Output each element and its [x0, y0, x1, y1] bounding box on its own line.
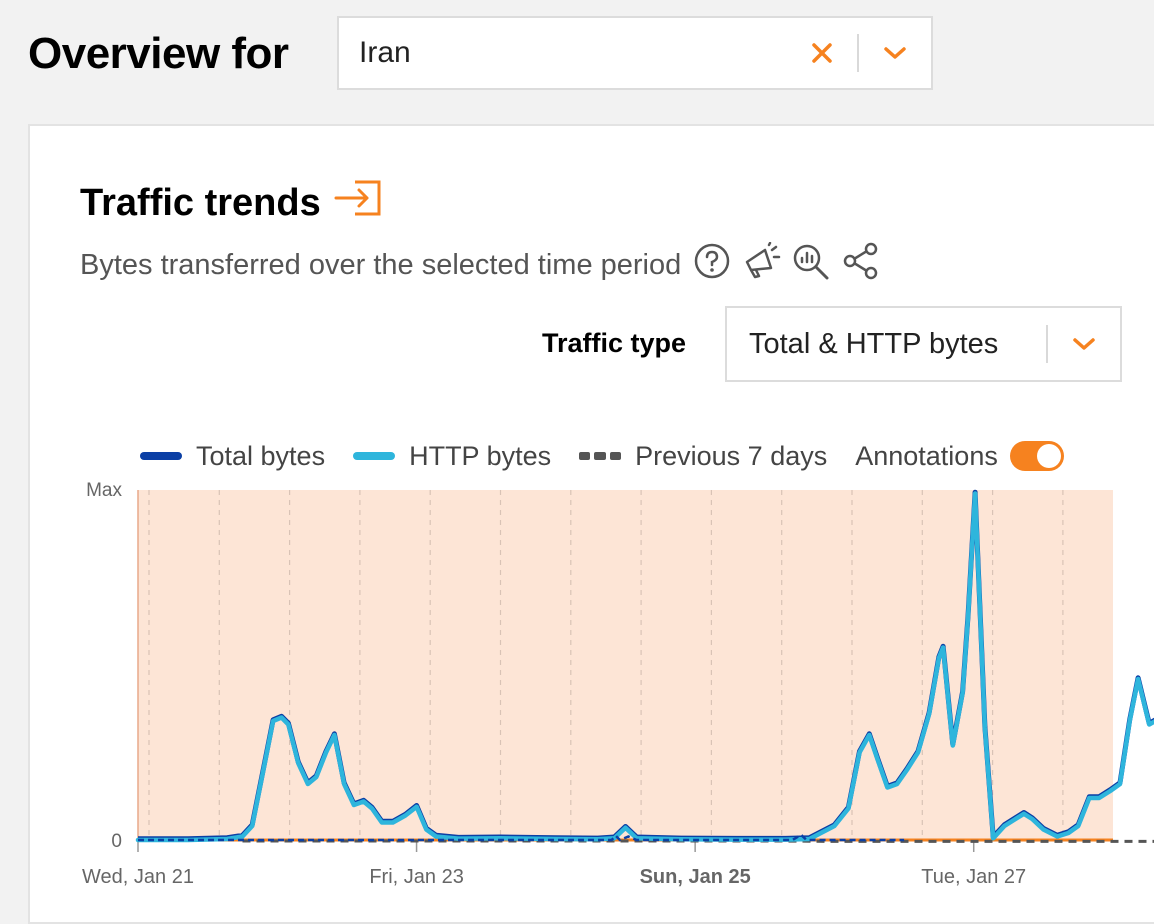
- x-tick-label: Fri, Jan 23: [369, 866, 463, 888]
- y-tick-label: Max: [86, 480, 122, 501]
- x-tick-label: Sun, Jan 25: [640, 866, 751, 888]
- x-tick-label: Wed, Jan 21: [82, 866, 194, 888]
- x-tick-label: Tue, Jan 27: [921, 866, 1026, 888]
- y-tick-label: 0: [111, 831, 122, 852]
